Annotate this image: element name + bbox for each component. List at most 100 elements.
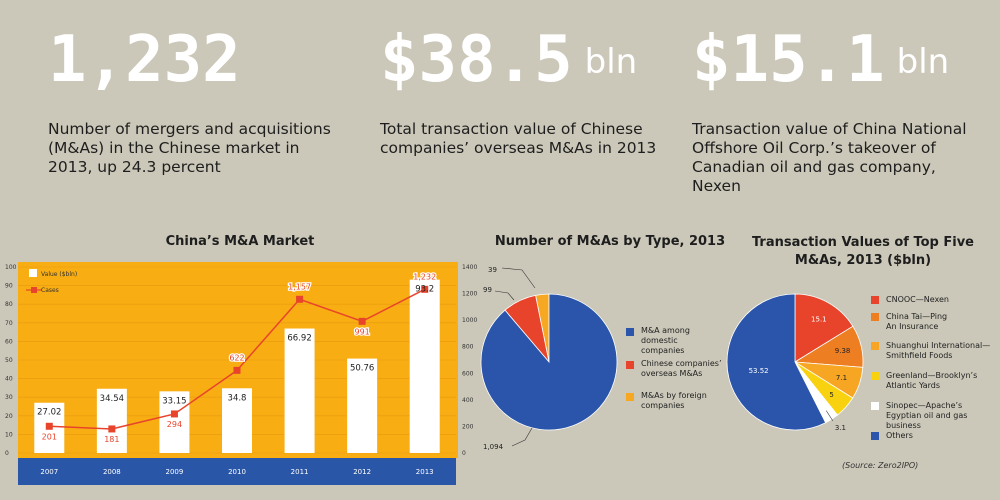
x-tick-label: 2013 — [416, 468, 434, 476]
x-tick-label: 2009 — [166, 468, 184, 476]
y-left-tick-label: 10 — [5, 431, 13, 438]
x-tick-label: 2007 — [40, 468, 58, 476]
pie2-value-label: 15.1 — [811, 316, 827, 324]
pie2-legend-swatch-1 — [871, 296, 879, 304]
legend-cases-marker — [31, 287, 37, 293]
pie2-value-label: 9.38 — [835, 347, 851, 355]
y-left-tick-label: 90 — [5, 283, 13, 290]
pie2-legend-label-3: Shuanghui International—Smithfield Foods — [886, 341, 991, 360]
y-right-tick-label: 1200 — [462, 291, 477, 298]
bar — [347, 358, 378, 453]
bar-value-label: 34.54 — [100, 394, 124, 404]
y-right-tick-label: 200 — [462, 423, 474, 430]
leader-line — [511, 427, 533, 447]
pie-slice — [794, 293, 854, 363]
y-right-tick-label: 800 — [462, 344, 474, 351]
pie2-value-label: 7.1 — [836, 374, 847, 382]
pie2-value-label: 3.1 — [835, 424, 846, 432]
pie-slice — [726, 293, 827, 431]
cases-marker — [170, 410, 178, 418]
leader-line — [494, 290, 515, 301]
cases-marker — [296, 295, 304, 303]
y-right-tick-label: 400 — [462, 397, 474, 404]
cases-value-label: 1,232 — [413, 272, 436, 281]
source-note: (Source: Zero2IPO) — [842, 461, 919, 470]
x-tick-label: 2011 — [291, 468, 309, 476]
stat-desc-3: Transaction value of China National Offs… — [692, 120, 967, 195]
cases-marker — [421, 285, 429, 293]
stat-value-2-number: $38.5 — [380, 23, 573, 97]
y-left-tick-label: 70 — [5, 320, 13, 327]
stat-value-3-unit: bln — [896, 42, 950, 82]
cases-value-label: 622 — [229, 353, 244, 362]
pie2-legend-swatch-6 — [871, 432, 879, 440]
leader-line — [825, 410, 834, 422]
bar-value-label: 27.02 — [37, 408, 61, 418]
x-tick-label: 2008 — [103, 468, 121, 476]
bar-chart-title: China’s M&A Market — [165, 234, 315, 249]
stat-value-3-number: $15.1 — [692, 23, 885, 97]
y-left-tick-label: 100 — [5, 264, 17, 271]
leader-line — [501, 267, 536, 289]
y-left-tick-label: 60 — [5, 338, 13, 345]
bar — [409, 279, 440, 453]
bar-value-label: 33.15 — [162, 396, 186, 406]
legend-cases-label: Cases — [41, 287, 59, 294]
cases-value-label: 294 — [167, 420, 182, 429]
bar — [284, 328, 315, 453]
pie2-legend-label-1: CNOOC—Nexen — [886, 295, 949, 304]
cases-value-label: 201 — [42, 432, 57, 441]
cases-marker — [108, 425, 116, 433]
bar-value-label: 34.8 — [228, 393, 247, 403]
cases-value-label: 181 — [104, 435, 119, 444]
stat-value-2: $38.5 bln — [380, 24, 637, 98]
x-tick-label: 2010 — [228, 468, 246, 476]
pie1-legend-label-1: M&A among domestic companies — [641, 326, 690, 355]
cases-value-label: 1,157 — [288, 282, 311, 291]
pie1-legend-swatch-3 — [626, 393, 634, 401]
stat-value-3: $15.1 bln — [692, 24, 949, 98]
pie2-legend-swatch-4 — [871, 372, 879, 380]
pie1-legend-swatch-2 — [626, 361, 634, 369]
pie1-title: Number of M&As by Type, 2013 — [494, 234, 726, 249]
stat-desc-1: Number of mergers and acquisitions (M&As… — [48, 120, 331, 176]
pie2-title: Transaction Values of Top Five M&As, 201… — [751, 235, 975, 268]
stat-value-2-unit: bln — [584, 42, 638, 82]
stat-value-1: 1,232 — [48, 24, 241, 96]
pie2-value-label: 53.52 — [749, 367, 769, 375]
stat-desc-2: Total transaction value of Chinese compa… — [380, 120, 657, 157]
pie1-legend-label-2: Chinese companies’ overseas M&As — [641, 359, 722, 378]
pie2-legend-label-5: Sinopec—Apache’s Egyptian oil and gas bu… — [886, 401, 968, 430]
pie2-legend-swatch-5 — [871, 402, 879, 410]
x-tick-label: 2012 — [353, 468, 371, 476]
y-right-tick-label: 1400 — [462, 264, 477, 271]
y-left-tick-label: 20 — [5, 413, 13, 420]
y-right-tick-label: 600 — [462, 370, 474, 377]
pie1-legend-label-3: M&As by foreign companies — [641, 391, 707, 410]
pie2-value-label: 5 — [829, 391, 833, 399]
cases-value-label: 991 — [355, 327, 370, 336]
pie1-value-label: 99 — [483, 286, 492, 294]
legend-value-label: Value ($bln) — [41, 271, 77, 278]
bar — [96, 388, 127, 453]
y-left-tick-label: 80 — [5, 301, 13, 308]
bar-value-label: 50.76 — [350, 364, 374, 374]
cases-marker — [45, 422, 53, 430]
y-left-tick-label: 0 — [5, 450, 9, 457]
pie2-legend-label-4: Greenland—Brooklyn’s Atlantic Yards — [886, 371, 978, 390]
cases-marker — [358, 317, 366, 325]
y-right-tick-label: 0 — [462, 450, 466, 457]
pie2-legend-label-6: Others — [886, 431, 913, 440]
pie2-legend-label-2: China Tai—Ping An Insurance — [886, 312, 948, 331]
bar — [159, 391, 190, 453]
pie-slice — [480, 293, 618, 431]
bar-value-label: 93.2 — [415, 285, 434, 295]
x-axis-band — [18, 458, 456, 485]
bar — [222, 388, 252, 453]
y-left-tick-label: 30 — [5, 394, 13, 401]
pie2-legend-swatch-2 — [871, 313, 879, 321]
y-left-tick-label: 50 — [5, 357, 13, 364]
